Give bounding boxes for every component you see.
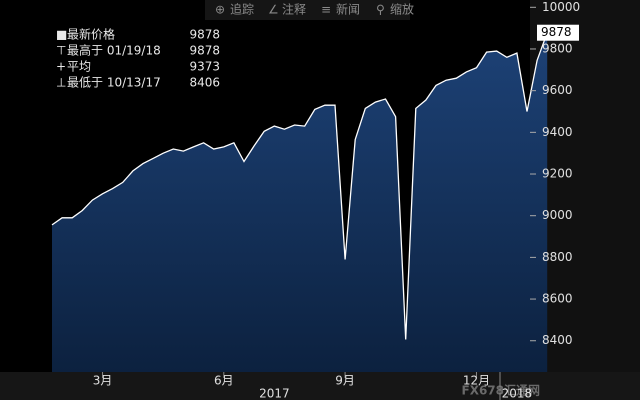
legend-value: 8406 [189,76,220,90]
y-tick-label: 9000 [542,208,573,222]
y-tick-label: 9800 [542,41,573,55]
y-tick-label: 8800 [542,250,573,264]
plot [51,32,548,372]
legend-value: 9878 [189,28,220,42]
toolbar-button[interactable]: 新闻 [336,2,360,17]
x-tick-label: 3月 [93,374,113,388]
y-axis-panel [530,0,640,400]
y-tick-label: 10000 [542,0,580,14]
legend-value: 9373 [189,60,220,74]
last-value-box [537,24,579,41]
legend-icon: + [56,60,66,74]
legend-icon: ■ [56,28,67,42]
legend: ■ 最新价格 9878 ⊤ 最高于 01/19/18 9878 + 平均 9373 ⊥ 最低于 10… [56,27,220,90]
x-tick-label: 6月 [214,374,234,388]
legend-label: 最高于 01/19/18 [67,43,161,58]
toolbar-button[interactable]: 追踪 [230,2,254,17]
y-tick-label: 9400 [542,125,573,139]
toolbar-icon: ⊕ [215,3,225,17]
legend-icon: ⊥ [56,76,66,90]
last-value-label: 9878 [541,25,572,39]
y-tick-label: 8600 [542,292,573,306]
toolbar-icon: ⚲ [376,3,385,17]
x-tick-label: 12月 [463,374,490,388]
toolbar-button[interactable]: 注释 [282,2,306,17]
toolbar-icon: ∠ [268,3,279,17]
y-tick-label: 9200 [542,167,573,181]
toolbar-bg [205,0,410,20]
legend-label: 最低于 10/13/17 [67,76,161,90]
x-axis-panel [0,372,640,400]
y-tick-label: 9600 [542,83,573,97]
x-tick-label: 9月 [335,374,355,388]
y-tick-label: 8400 [542,333,573,347]
line [51,32,548,340]
watermark: FX678汇通网 [462,383,541,398]
legend-icon: ⊤ [56,44,66,58]
toolbar-button[interactable]: 缩放 [390,2,414,17]
toolbar: ⊕ 追踪 ∠ 注释 ≡ 新闻 ⚲ 缩放 [205,0,414,20]
year-label: 2017 [259,387,290,400]
toolbar-icon: ≡ [321,3,331,17]
year-label: 2018 [502,387,533,400]
legend-bg [52,24,226,94]
area [52,32,548,372]
legend-label: 最新价格 [67,27,115,42]
legend-value: 9878 [189,44,220,58]
legend-label: 平均 [67,60,91,74]
